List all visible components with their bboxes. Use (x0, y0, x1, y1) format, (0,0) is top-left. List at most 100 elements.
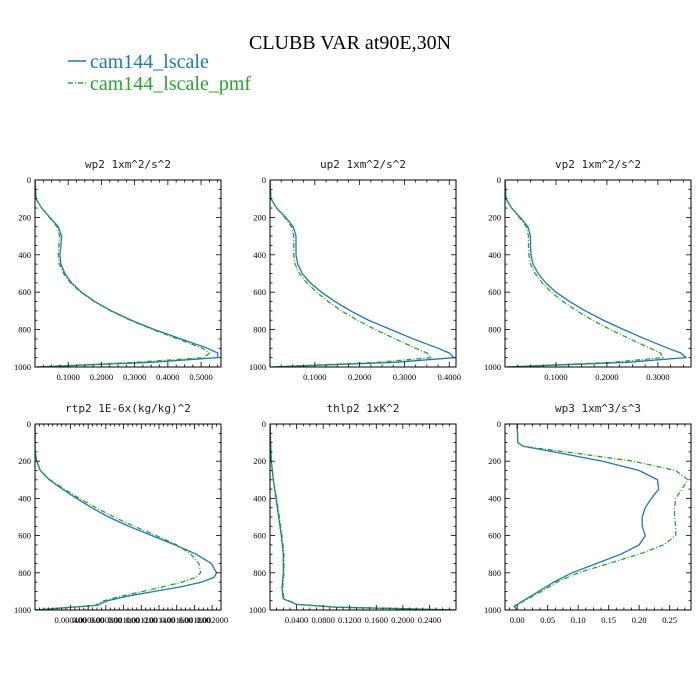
series-line (270, 424, 456, 610)
y-tick-label: 800 (488, 568, 501, 578)
y-tick-label: 1000 (484, 362, 501, 372)
x-tick-label: 0.2000 (90, 372, 113, 382)
x-tick-label: 0.25 (662, 615, 677, 625)
x-tick-label: 0.2000 (595, 372, 618, 382)
series-line (270, 180, 433, 367)
series-line (505, 180, 688, 367)
y-tick-label: 400 (18, 493, 31, 503)
x-tick-label: 0.001200 (125, 615, 157, 625)
x-tick-label: 0.4000 (156, 372, 179, 382)
y-tick-label: 600 (253, 287, 266, 297)
x-tick-label: 0.001600 (161, 615, 193, 625)
x-tick-label: 0.5000 (189, 372, 212, 382)
y-tick-label: 200 (253, 212, 266, 222)
y-tick-label: 0 (497, 175, 501, 185)
panel-title: up2 1xm^2/s^2 (320, 158, 406, 171)
x-tick-label: 0.15 (601, 615, 616, 625)
y-tick-label: 0 (262, 419, 266, 429)
y-tick-label: 200 (488, 212, 501, 222)
series-line (35, 180, 219, 367)
y-tick-label: 200 (18, 456, 31, 466)
panel-title: wp3 1xm^3/s^3 (555, 402, 641, 415)
panel-title: vp2 1xm^2/s^2 (555, 158, 641, 171)
x-tick-label: 0.1200 (338, 615, 361, 625)
y-tick-label: 800 (488, 325, 501, 335)
x-tick-label: 0.2000 (391, 615, 414, 625)
y-tick-label: 200 (18, 212, 31, 222)
panel-title: rtp2 1E-6x(kg/kg)^2 (65, 402, 191, 415)
y-tick-label: 0 (497, 419, 501, 429)
x-tick-label: 0.3000 (393, 372, 416, 382)
legend-label-0: cam144_lscale (90, 51, 209, 73)
y-tick-label: 1000 (249, 362, 266, 372)
x-tick-label: 0.0400 (285, 615, 308, 625)
series-line (513, 424, 660, 610)
x-tick-label: 0.000800 (90, 615, 122, 625)
x-tick-label: 0.001000 (108, 615, 140, 625)
y-tick-label: 600 (18, 287, 31, 297)
panel-5: wp3 1xm^3/s^3 0 200 400 600 800 1000 0.00 0.05 0.… (484, 402, 692, 625)
x-tick-label: 0.3000 (123, 372, 146, 382)
series-line (270, 424, 456, 610)
plot-frame (269, 423, 457, 611)
x-tick-label: 0.002000 (196, 615, 228, 625)
y-tick-label: 400 (488, 250, 501, 260)
panel-title: wp2 1xm^2/s^2 (85, 158, 171, 171)
series-line (505, 180, 665, 367)
plot-frame (504, 179, 692, 368)
y-tick-label: 400 (488, 493, 501, 503)
y-tick-label: 800 (253, 568, 266, 578)
y-tick-label: 200 (253, 456, 266, 466)
legend-label-1: cam144_lscale_pmf (90, 73, 251, 95)
x-tick-label: 0.05 (540, 615, 555, 625)
y-tick-label: 400 (253, 493, 266, 503)
y-tick-label: 0 (27, 419, 31, 429)
plot-frame (34, 423, 222, 611)
series-line (35, 424, 218, 610)
plot-frame (504, 423, 692, 611)
y-tick-label: 1000 (249, 605, 266, 615)
legend: cam144_lscale cam144_lscale_pmf (68, 51, 251, 95)
panel-0: wp2 1xm^2/s^2 0 200 400 600 800 1000 0.1000 0.20… (14, 158, 222, 382)
y-tick-label: 400 (18, 250, 31, 260)
x-tick-label: 0.2400 (418, 615, 441, 625)
y-tick-label: 400 (253, 250, 266, 260)
y-tick-label: 0 (27, 175, 31, 185)
y-tick-label: 800 (18, 568, 31, 578)
x-tick-label: 0.0800 (311, 615, 334, 625)
y-tick-label: 600 (18, 531, 31, 541)
x-tick-label: 0.4000 (438, 372, 461, 382)
y-tick-label: 600 (253, 531, 266, 541)
x-tick-label: 0.1600 (365, 615, 388, 625)
x-tick-label: 0.000400 (54, 615, 86, 625)
y-tick-label: 1000 (484, 605, 501, 615)
series-line (35, 180, 211, 367)
x-tick-label: 0.00 (510, 615, 525, 625)
plot-frame (269, 179, 457, 368)
y-tick-label: 600 (488, 287, 501, 297)
y-tick-label: 0 (262, 175, 266, 185)
y-tick-label: 200 (488, 456, 501, 466)
x-tick-label: 0.000600 (72, 615, 104, 625)
figure-title: CLUBB VAR at90E,30N (249, 32, 451, 54)
series-line (513, 424, 689, 610)
panel-3: rtp2 1E-6x(kg/kg)^2 0 200 400 600 800 1000 0.00… (14, 402, 228, 625)
panel-1: up2 1xm^2/s^2 0 200 400 600 800 1000 0.1000 0.20… (249, 158, 461, 382)
y-tick-label: 800 (18, 325, 31, 335)
y-tick-label: 1000 (14, 362, 31, 372)
y-tick-label: 800 (253, 325, 266, 335)
x-tick-label: 0.20 (632, 615, 647, 625)
panel-2: vp2 1xm^2/s^2 0 200 400 600 800 1000 0.1000 0.20… (484, 158, 692, 382)
y-tick-label: 1000 (14, 605, 31, 615)
x-tick-label: 0.001800 (178, 615, 210, 625)
x-tick-label: 0.1000 (57, 372, 80, 382)
x-tick-label: 0.1000 (303, 372, 326, 382)
x-tick-label: 0.1000 (544, 372, 567, 382)
series-line (270, 180, 456, 367)
x-tick-label: 0.10 (571, 615, 586, 625)
panel-4: thlp2 1xK^2 0 200 400 600 800 1000 0.0400 0.0800… (249, 402, 457, 625)
x-tick-label: 0.3000 (646, 372, 669, 382)
y-tick-label: 600 (488, 531, 501, 541)
